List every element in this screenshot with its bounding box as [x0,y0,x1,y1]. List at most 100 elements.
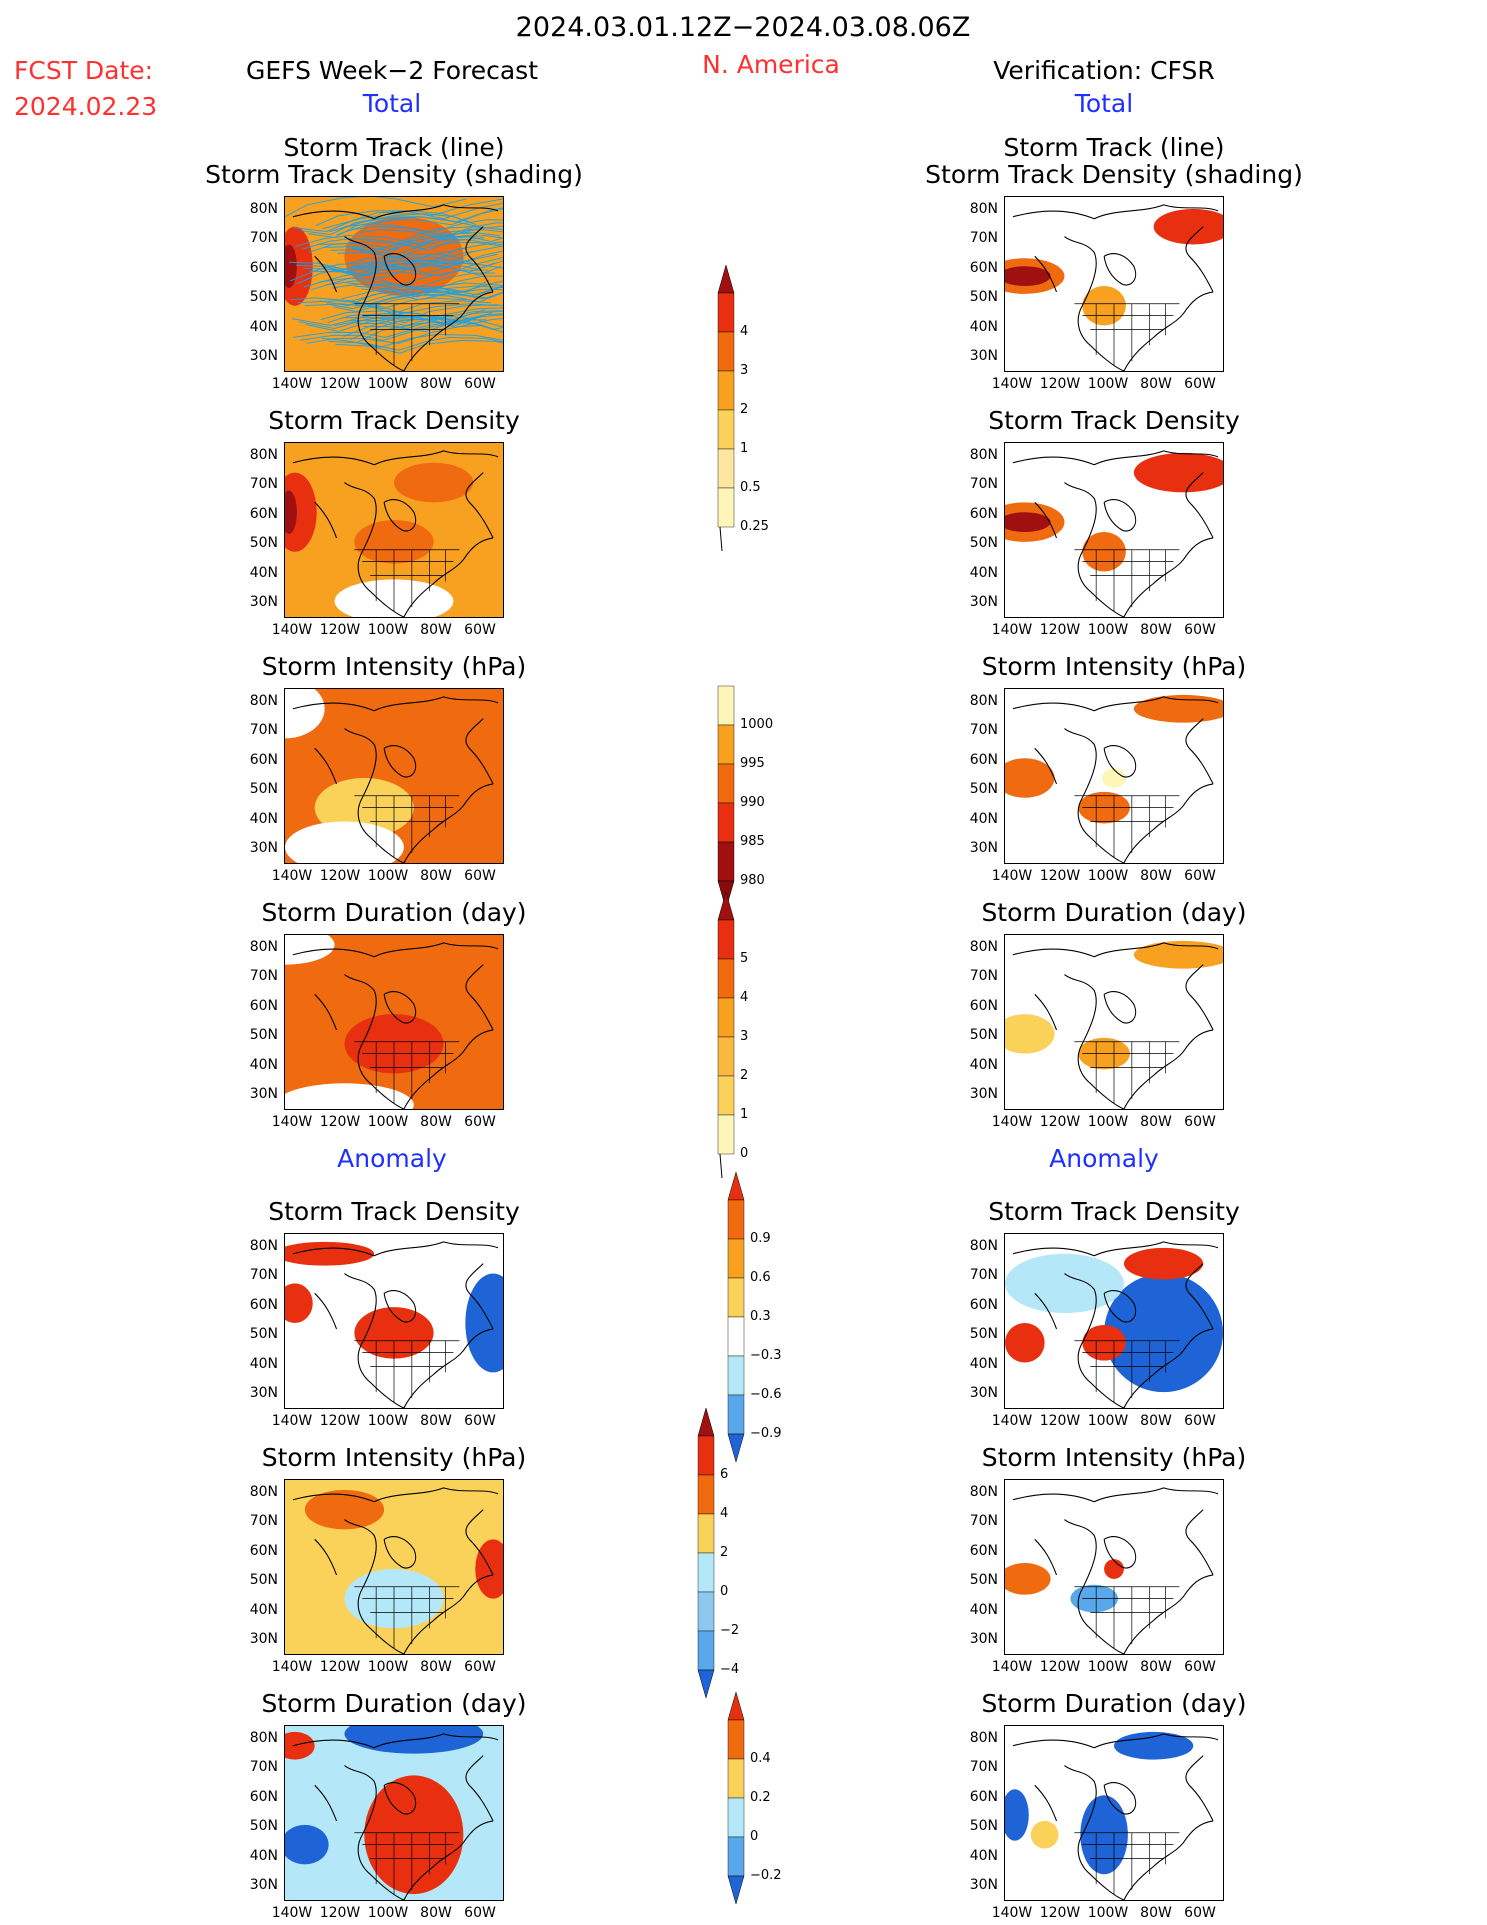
lat-tick-label: 30N [969,348,998,364]
lon-tick-label: 140W [991,1659,1033,1675]
lon-tick-label: 120W [1039,868,1081,884]
map-field [285,1726,503,1900]
colorbar-duration-anomaly-label: 0.2 [750,1790,771,1805]
lat-tick-label: 50N [249,781,278,797]
panel-title: Storm Duration (day) [981,898,1247,927]
lat-tick-label: 40N [249,811,278,827]
lon-tick-label: 120W [319,1114,361,1130]
lat-tick-label: 80N [969,1238,998,1254]
lon-tick-label: 80W [420,1413,452,1429]
lat-tick-label: 60N [969,998,998,1014]
colorbar-duration-anomaly-label: 0 [750,1829,759,1844]
map-field [1005,689,1223,863]
lat-tick-label: 30N [969,1877,998,1893]
lat-tick-label: 40N [249,1356,278,1372]
panel-title: Storm Track (line) [283,133,505,162]
lon-tick-label: 140W [271,868,313,884]
map-field [285,197,503,371]
lon-tick-label: 60W [1184,868,1216,884]
lon-tick-label: 140W [271,376,313,392]
colorbar-duration-anomaly: 0.4 0.2 0 −0.2 [726,1690,806,1906]
colorbar-density-label: 0.25 [740,519,769,534]
lon-tick-label: 120W [1039,1905,1081,1921]
lat-tick-label: 30N [249,594,278,610]
map-field [1005,1726,1223,1900]
lon-tick-label: 140W [271,1659,313,1675]
lat-tick-label: 60N [249,506,278,522]
lon-tick-label: 100W [1087,868,1129,884]
lat-tick-label: 70N [969,230,998,246]
lat-tick-label: 70N [249,1513,278,1529]
colorbar-intensity-anomaly-label: 6 [720,1467,729,1482]
lat-tick-label: 60N [969,1543,998,1559]
forecast-duration-anomaly-map [284,1725,504,1901]
map-field [285,935,503,1109]
lon-tick-label: 140W [271,1114,313,1130]
colorbar-density-label: 2 [740,402,749,417]
lat-tick-label: 80N [969,693,998,709]
map-field [1005,443,1223,617]
lat-tick-label: 40N [969,811,998,827]
lat-tick-label: 40N [969,319,998,335]
lat-tick-label: 70N [969,476,998,492]
lat-tick-label: 70N [249,230,278,246]
lat-tick-label: 80N [969,1730,998,1746]
lon-tick-label: 100W [1087,1413,1129,1429]
fcst-date-value: 2024.02.23 [14,92,158,121]
lat-tick-label: 40N [249,565,278,581]
lat-tick-label: 40N [969,1848,998,1864]
colorbar-duration-anomaly-swatches [727,1691,745,1905]
lat-tick-label: 50N [249,289,278,305]
lat-tick-label: 60N [969,1789,998,1805]
colorbar-intensity-anomaly-label: 4 [720,1506,729,1521]
panel-title: Storm Track Density [988,406,1240,435]
colorbar-density-label: 0.5 [740,480,761,495]
colorbar-intensity-swatches [717,685,735,910]
lon-tick-label: 120W [1039,1659,1081,1675]
lon-tick-label: 100W [367,1659,409,1675]
total-label-left: Total [362,89,422,118]
lon-tick-label: 100W [367,1413,409,1429]
lat-tick-label: 70N [249,1759,278,1775]
verification-density-anomaly-map [1004,1233,1224,1409]
colorbar-density-anomaly-label: 0.9 [750,1231,771,1246]
colorbar-duration-label: 5 [740,951,749,966]
lon-tick-label: 60W [1184,1114,1216,1130]
lat-tick-label: 50N [969,781,998,797]
lat-tick-label: 40N [249,1057,278,1073]
colorbar-duration-label: 3 [740,1029,749,1044]
lon-tick-label: 80W [1140,376,1172,392]
lat-tick-label: 60N [969,506,998,522]
lon-tick-label: 140W [991,1413,1033,1429]
lat-tick-label: 70N [249,968,278,984]
lon-tick-label: 100W [1087,622,1129,638]
colorbar-density-label: 3 [740,363,749,378]
lon-tick-label: 120W [319,622,361,638]
date-range-title: 2024.03.01.12Z−2024.03.08.06Z [515,12,971,43]
lat-tick-label: 80N [249,447,278,463]
lon-tick-label: 120W [1039,1114,1081,1130]
lon-tick-label: 120W [1039,376,1081,392]
panel-title: Storm Duration (day) [261,898,527,927]
lon-tick-label: 80W [420,1114,452,1130]
lon-tick-label: 140W [991,622,1033,638]
colorbar-intensity-label: 1000 [740,717,774,732]
colorbar-density: 4 3 2 1 0.5 0.25 [716,263,796,557]
lat-tick-label: 60N [249,1543,278,1559]
panel-title: Storm Track (line) [1003,133,1225,162]
lon-tick-label: 100W [1087,1114,1129,1130]
lat-tick-label: 80N [249,1730,278,1746]
lat-tick-label: 50N [969,289,998,305]
lat-tick-label: 60N [969,752,998,768]
forecast-intensity-anomaly-map [284,1479,504,1655]
panel-title: Storm Intensity (hPa) [261,1443,527,1472]
lat-tick-label: 50N [969,1818,998,1834]
lat-tick-label: 80N [249,693,278,709]
lon-tick-label: 60W [464,1114,496,1130]
lon-tick-label: 120W [319,1413,361,1429]
colorbar-duration-anomaly-label: −0.2 [750,1868,782,1883]
lon-tick-label: 100W [367,1114,409,1130]
verification-track-map [1004,196,1224,372]
colorbar-intensity-anomaly-label: 2 [720,1545,729,1560]
lon-tick-label: 120W [319,376,361,392]
